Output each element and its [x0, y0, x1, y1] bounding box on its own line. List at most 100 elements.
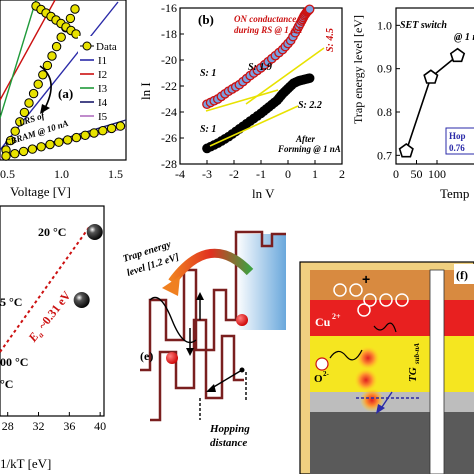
panel-c-box-line1: Hop [449, 131, 466, 141]
panel-b-fit-on-2 [245, 47, 325, 105]
panel-b-fit-on-1 [205, 89, 279, 112]
panel-a-data-marker-27 [18, 146, 29, 157]
panel-f-oxide-layer [310, 336, 474, 392]
panel-a-data-marker-30 [45, 139, 55, 150]
panel-a-xlabel: Voltage [V] [10, 184, 71, 199]
panel-c-point-2 [449, 47, 466, 63]
panel-a-data-marker-8 [38, 70, 48, 80]
panel-f-oxygen-ion [315, 357, 329, 371]
panel-b-slope-2: S: 1.9 [248, 62, 272, 73]
panel-a-data-marker-35 [89, 128, 99, 138]
panel-f-o-label: O [314, 373, 323, 385]
panel-b-xtick-6: 2 [339, 167, 345, 181]
panel-a-data-marker-9 [42, 60, 53, 71]
panel-a-arrow [39, 65, 52, 111]
panel-e-label: (e) [140, 349, 153, 363]
panel-b-label: (b) [198, 12, 214, 27]
panel-b-xtick-1: -3 [202, 167, 212, 181]
legend-data-marker [82, 41, 92, 51]
panel-e-trap-1 [166, 352, 178, 364]
panel-b-xtick-3: -1 [256, 167, 266, 181]
panel-f-tg-group: TG sub-nA [407, 343, 421, 382]
panel-b-point-on-end [304, 4, 315, 15]
legend-I3-label: I3 [98, 83, 108, 95]
panel-b-ytick-0: -16 [161, 1, 177, 15]
panel-c-xtick-0: 0 [393, 167, 399, 181]
panel-f-cu-label: Cu [315, 315, 331, 329]
panel-a-arrowhead [40, 104, 50, 114]
panel-b-ytick-4: -24 [161, 105, 177, 119]
panel-b-series [202, 4, 315, 154]
panel-b-ytick-5: -26 [161, 131, 177, 145]
panel-b-axes: -4 -3 -2 -1 0 1 2 -16 -18 -20 -22 -24 -26 -28 [161, 1, 345, 181]
panel-d-point-1 [73, 292, 90, 308]
panel-a-data-points [1, 1, 126, 161]
legend-data-label: Data [96, 41, 117, 53]
legend-I4-label: I4 [98, 97, 108, 109]
panel-a-data-marker-15 [70, 4, 80, 14]
panel-f-wiggle-1 [329, 349, 363, 361]
panel-c-ytick-1: 0.9 [377, 62, 392, 76]
panel-d-temp-100: 00 °C [0, 355, 28, 369]
panel-a-data-marker-2 [10, 126, 20, 136]
panel-a-data-marker-34 [80, 130, 90, 141]
panel-f-glow-2 [354, 368, 378, 392]
panel-d-activation-sub: a [36, 331, 46, 340]
panel-c-title: SET switch [400, 20, 447, 31]
panel-c-hop-box [445, 127, 474, 155]
panel-a-data-marker-6 [28, 88, 39, 99]
panel-a-data-marker-5 [24, 98, 34, 108]
panel-a-data-marker-32 [62, 135, 73, 145]
panel-c-point-1 [423, 69, 439, 84]
panel-b-forming-annotation-1: After [295, 134, 315, 144]
panel-d: 20 °C 5 °C 00 °C °C E a ~0.31 eV 28 32 36 4… [0, 205, 106, 471]
panel-b-fit-forming [209, 105, 299, 147]
panel-f-glow-1 [356, 346, 380, 370]
panel-f-cu-sup: 2+ [332, 312, 341, 321]
panel-d-temp-5: 5 °C [0, 295, 22, 309]
panel-e-blue-region [236, 234, 286, 330]
panel-a-data-marker-26 [10, 149, 20, 159]
panel-b-point-forming-end [304, 73, 315, 84]
panel-b-ytick-6: -28 [161, 157, 177, 171]
panel-a-line-I3 [0, 0, 37, 119]
panel-a-data-marker-38 [115, 121, 126, 131]
panel-f-ion-4 [379, 293, 393, 307]
panel-a-label: (a) [58, 86, 73, 101]
panel-b-slope-3: S: 4.5 [325, 28, 336, 52]
panel-c-ytick-0: 1.0 [377, 18, 392, 32]
panel-a-xtick-0: 0.5 [0, 167, 15, 181]
panel-a-data-marker-10 [47, 51, 57, 61]
panel-d-temp-20: 20 °C [38, 225, 66, 239]
panel-c-ylabel: Trap energy level [eV] [351, 15, 365, 124]
panel-f-label: (f) [456, 268, 468, 282]
panel-b-frame [179, 7, 343, 165]
legend-I5-label: I5 [98, 111, 108, 123]
panel-e-trap-2 [236, 314, 248, 326]
panel-c-title-suffix: @ 1 n [454, 32, 474, 43]
panel-f-ion-1 [333, 283, 347, 297]
panel-e-down-arrowhead [186, 348, 194, 356]
panel-e-hop-arrowhead [162, 276, 180, 296]
panel-a-xtick-1: 1.0 [54, 167, 69, 181]
panel-a-data-marker-7 [33, 79, 43, 89]
panel-f-tg-sub: sub-nA [413, 343, 421, 365]
panel-f: + Cu 2+ O 2- TG sub-nA (f) [299, 261, 474, 474]
panel-b-xtick-4: 0 [285, 167, 291, 181]
panel-f-wiggle-2 [373, 322, 397, 333]
panel-c-point-0 [398, 143, 414, 158]
panel-a: Data I1 I2 I3 I4 I5 (a) LRS of CBRAM @ 1… [0, 0, 127, 199]
panel-b-xlabel: ln V [252, 186, 275, 201]
panel-b-on-annotation-1: ON conductance [234, 14, 296, 24]
panel-f-top-electrode [310, 270, 474, 300]
panel-b-forming-annotation-2: Forming @ 1 nA [277, 144, 341, 154]
legend-I1-label: I1 [98, 55, 107, 67]
panel-a-xtick-2: 1.5 [108, 167, 123, 181]
panel-e-hopping-line [211, 369, 243, 389]
panel-b-xtick-5: 1 [312, 167, 318, 181]
panel-a-data-marker-4 [19, 107, 30, 118]
panel-f-separator [429, 269, 445, 474]
panel-a-data-marker-31 [54, 137, 64, 147]
panel-b-ytick-3: -22 [161, 79, 177, 93]
